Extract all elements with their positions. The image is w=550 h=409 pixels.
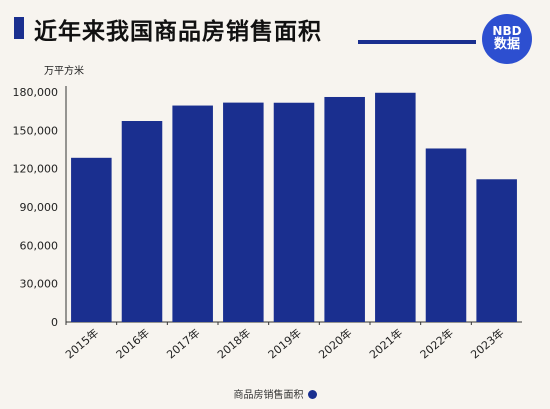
x-tick-label: 2022年 (417, 326, 456, 362)
x-tick-label: 2020年 (316, 326, 355, 362)
y-tick-label: 120,000 (13, 163, 59, 176)
bar-2 (121, 121, 163, 322)
y-axis-label: 万平方米 (44, 64, 84, 77)
bar-9 (476, 179, 517, 322)
logo-text-data: 数据 (493, 37, 520, 52)
y-tick-label: 30,000 (20, 278, 59, 291)
bar-4 (223, 102, 264, 322)
y-tick-label: 180,000 (13, 86, 59, 99)
y-tick-label: 0 (51, 316, 58, 329)
bar-1 (71, 157, 112, 322)
legend-label: 商品房销售面积 (233, 390, 304, 401)
bar-6 (324, 96, 365, 322)
y-tick-label: 150,000 (13, 124, 59, 137)
title-bar: 近年来我国商品房销售面积 (0, 0, 550, 56)
legend-swatch (307, 390, 317, 399)
x-tick-label: 2018年 (214, 326, 253, 362)
title-accent (14, 17, 24, 39)
y-tick-label: 90,000 (20, 201, 59, 214)
bar-8 (425, 148, 467, 322)
nbd-logo: NBD 数据 (482, 14, 532, 64)
bar-3 (172, 105, 213, 323)
x-tick-label: 2021年 (366, 326, 405, 362)
legend: 商品房销售面积 (0, 386, 550, 401)
x-tick-label: 2017年 (164, 326, 203, 362)
bar-5 (273, 102, 315, 322)
x-tick-label: 2015年 (62, 326, 101, 362)
x-tick-label: 2023年 (468, 326, 507, 362)
x-tick-label: 2016年 (113, 326, 152, 362)
x-tick-label: 2019年 (265, 326, 304, 362)
title-underline (358, 40, 476, 44)
chart-title: 近年来我国商品房销售面积 (34, 19, 322, 45)
logo-text-nbd: NBD (492, 24, 522, 38)
bar-7 (375, 92, 416, 323)
y-tick-label: 60,000 (20, 239, 59, 252)
